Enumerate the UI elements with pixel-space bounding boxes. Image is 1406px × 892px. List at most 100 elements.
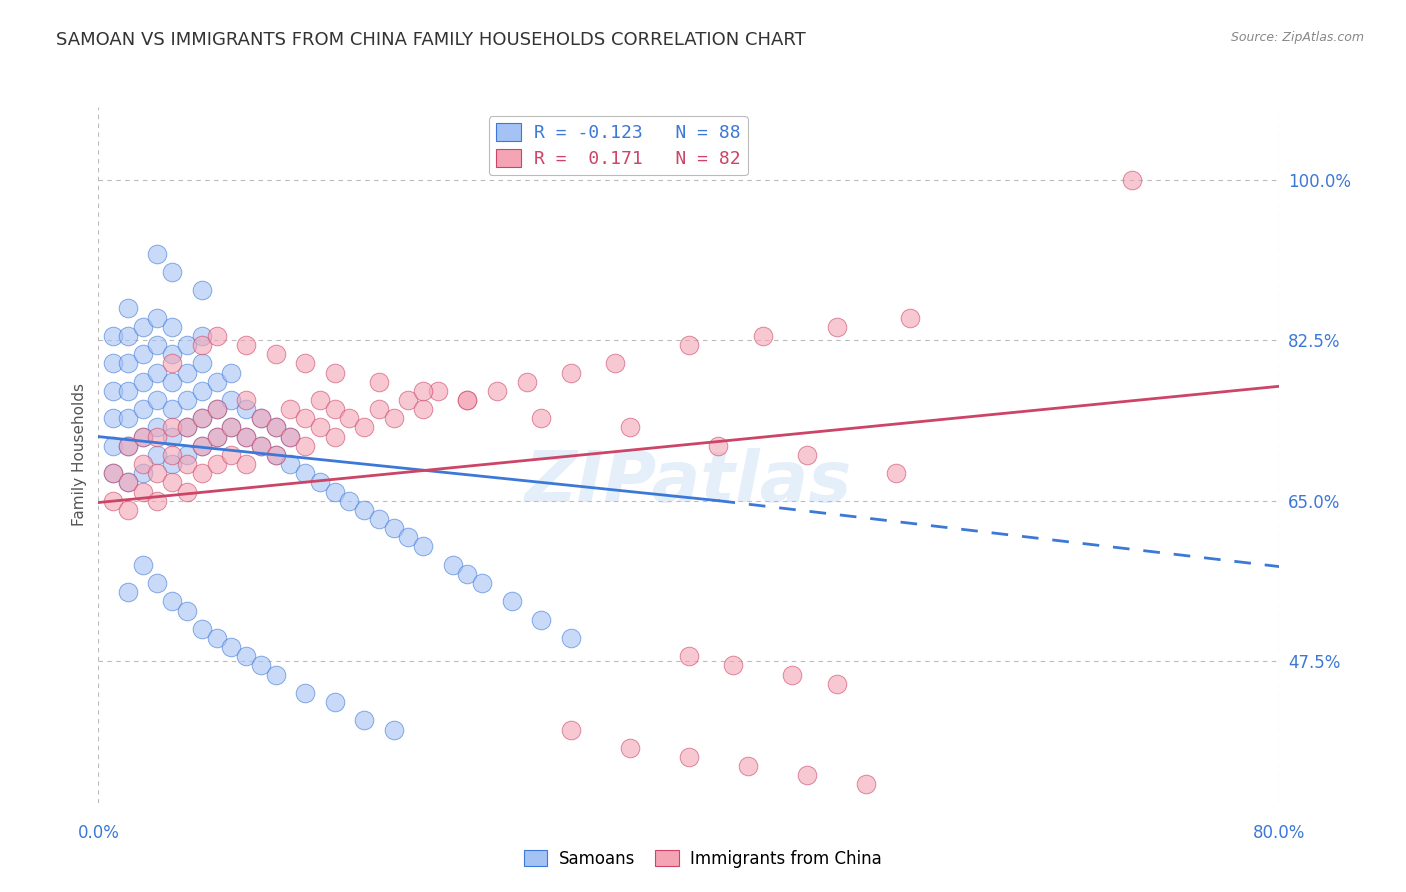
Point [353,420,375,434]
Point [191,467,214,481]
Point [117,503,139,517]
Point [382,521,405,535]
Point [205,631,228,645]
Point [264,448,287,462]
Point [191,329,214,343]
Legend: Samoans, Immigrants from China: Samoans, Immigrants from China [517,844,889,875]
Point [707,439,730,453]
Point [205,329,228,343]
Point [191,411,214,425]
Point [117,301,139,316]
Point [323,484,346,499]
Point [191,439,214,453]
Point [825,319,848,334]
Point [250,658,273,673]
Point [294,686,316,700]
Point [146,576,169,591]
Point [146,338,169,352]
Point [117,585,139,599]
Point [605,356,627,370]
Point [339,411,360,425]
Point [235,649,257,664]
Point [264,420,287,434]
Point [796,768,818,782]
Text: SAMOAN VS IMMIGRANTS FROM CHINA FAMILY HOUSEHOLDS CORRELATION CHART: SAMOAN VS IMMIGRANTS FROM CHINA FAMILY H… [56,31,806,49]
Point [323,695,346,709]
Point [132,429,155,443]
Point [205,429,228,443]
Point [501,594,523,608]
Text: 0.0%: 0.0% [77,823,120,842]
Point [103,467,125,481]
Point [456,392,478,407]
Point [396,392,419,407]
Point [278,402,302,417]
Point [162,429,183,443]
Point [205,457,228,471]
Point [323,366,346,380]
Point [205,402,228,417]
Point [723,658,745,673]
Point [235,429,257,443]
Point [309,420,332,434]
Text: Source: ZipAtlas.com: Source: ZipAtlas.com [1230,31,1364,45]
Point [278,429,302,443]
Point [191,411,214,425]
Point [103,493,125,508]
Point [219,420,242,434]
Point [294,356,316,370]
Point [132,467,155,481]
Point [176,448,198,462]
Point [278,429,302,443]
Point [250,439,273,453]
Point [146,493,169,508]
Point [103,439,125,453]
Point [309,475,332,490]
Point [132,457,155,471]
Point [219,420,242,434]
Point [427,384,450,398]
Point [294,439,316,453]
Legend: R = -0.123   N = 88, R =  0.171   N = 82: R = -0.123 N = 88, R = 0.171 N = 82 [488,116,748,176]
Point [146,429,169,443]
Point [191,356,214,370]
Point [235,338,257,352]
Point [796,448,818,462]
Point [412,402,434,417]
Point [264,667,287,681]
Point [176,603,198,617]
Point [294,467,316,481]
Point [412,540,434,554]
Point [162,475,183,490]
Point [162,594,183,608]
Point [117,475,139,490]
Point [117,329,139,343]
Point [323,429,346,443]
Point [264,420,287,434]
Point [486,384,509,398]
Point [353,714,375,728]
Point [162,356,183,370]
Point [530,411,553,425]
Point [103,384,125,398]
Point [132,375,155,389]
Point [162,402,183,417]
Point [146,392,169,407]
Point [751,329,773,343]
Point [382,411,405,425]
Point [132,484,155,499]
Point [884,467,907,481]
Point [1121,173,1143,187]
Point [176,420,198,434]
Point [678,750,700,764]
Point [560,366,582,380]
Point [205,402,228,417]
Point [339,493,360,508]
Point [382,723,405,737]
Point [117,411,139,425]
Point [117,356,139,370]
Point [412,384,434,398]
Point [294,411,316,425]
Point [205,375,228,389]
Point [368,402,391,417]
